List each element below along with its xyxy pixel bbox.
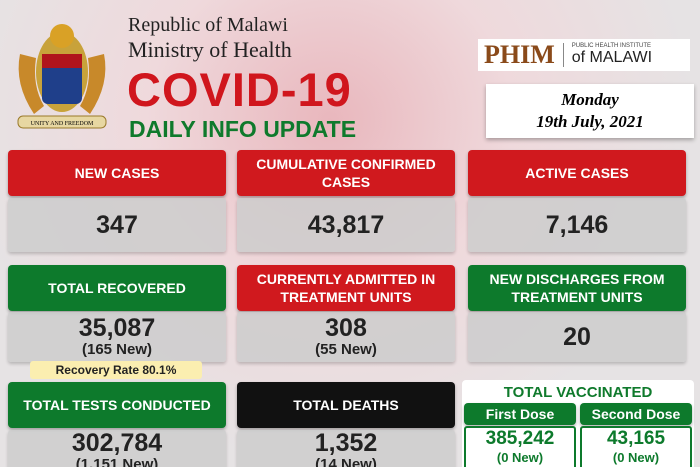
card-title: TOTAL RECOVERED (8, 265, 226, 311)
card-new: (14 New) (315, 456, 377, 467)
card-body: 20 (468, 312, 686, 362)
dose-value: 385,242 (485, 428, 555, 449)
card-new: (165 New) (81, 341, 153, 358)
card-body: 302,784 (1,151 New) (8, 430, 226, 467)
card-value: 7,146 (545, 211, 609, 239)
card-body: 347 (8, 198, 226, 252)
card-new: (55 New) (315, 341, 377, 358)
card-title: ACTIVE CASES (468, 150, 686, 196)
header-line: Ministry of Health (128, 37, 292, 62)
title: COVID-19 (127, 63, 352, 116)
card-body: 308 (55 New) (237, 312, 455, 362)
card-value: 302,784 (71, 429, 163, 457)
card-new: (1,151 New) (75, 456, 159, 467)
dose-body: 385,242 (0 New) (464, 426, 576, 467)
card-title: NEW DISCHARGES FROM TREATMENT UNITS (468, 265, 686, 311)
vaccinated-title: TOTAL VACCINATED (503, 384, 653, 401)
card-title: TOTAL TESTS CONDUCTED (8, 382, 226, 428)
card-value: 308 (325, 314, 367, 342)
dose-title: First Dose (464, 403, 576, 425)
motto: UNITY AND FREEDOM (31, 121, 94, 127)
card-value: 20 (563, 323, 591, 351)
logo-text: PUBLIC HEALTH INSTITUTE of MALAWI (562, 43, 653, 67)
card-value: 35,087 (78, 314, 156, 342)
logo-name: PHIM (484, 40, 555, 69)
card-title: CUMULATIVE CONFIRMED CASES (237, 150, 455, 196)
card-value: 43,817 (307, 211, 385, 239)
card-body: 43,817 (237, 198, 455, 252)
subtitle: DAILY INFO UPDATE (129, 116, 357, 142)
dose-new: (0 New) (612, 450, 660, 465)
coat-of-arms: UNITY AND FREEDOM (17, 24, 107, 129)
date-box: Monday 19th July, 2021 (486, 84, 694, 138)
card-body: 7,146 (468, 198, 686, 252)
logo-line: of MALAWI (571, 49, 653, 66)
dose-body: 43,165 (0 New) (580, 426, 692, 467)
card-note: Recovery Rate 80.1% (30, 361, 202, 379)
card-value: 347 (96, 211, 138, 239)
logo: PHIM PUBLIC HEALTH INSTITUTE of MALAWI (478, 39, 690, 71)
card-title: CURRENTLY ADMITTED IN TREATMENT UNITS (237, 265, 455, 311)
card-body: 35,087 (165 New) (8, 312, 226, 362)
card-value: 1,352 (314, 429, 378, 457)
day: Monday (561, 90, 619, 109)
card-body: 1,352 (14 New) (237, 430, 455, 467)
card-title: TOTAL DEATHS (237, 382, 455, 428)
card-title: NEW CASES (8, 150, 226, 196)
header-line: Republic of Malawi (128, 14, 288, 36)
dose-value: 43,165 (606, 428, 666, 449)
dose-title: Second Dose (580, 403, 692, 425)
dose-new: (0 New) (496, 450, 544, 465)
logo-line: PUBLIC HEALTH INSTITUTE (571, 43, 651, 49)
date: 19th July, 2021 (536, 112, 644, 131)
